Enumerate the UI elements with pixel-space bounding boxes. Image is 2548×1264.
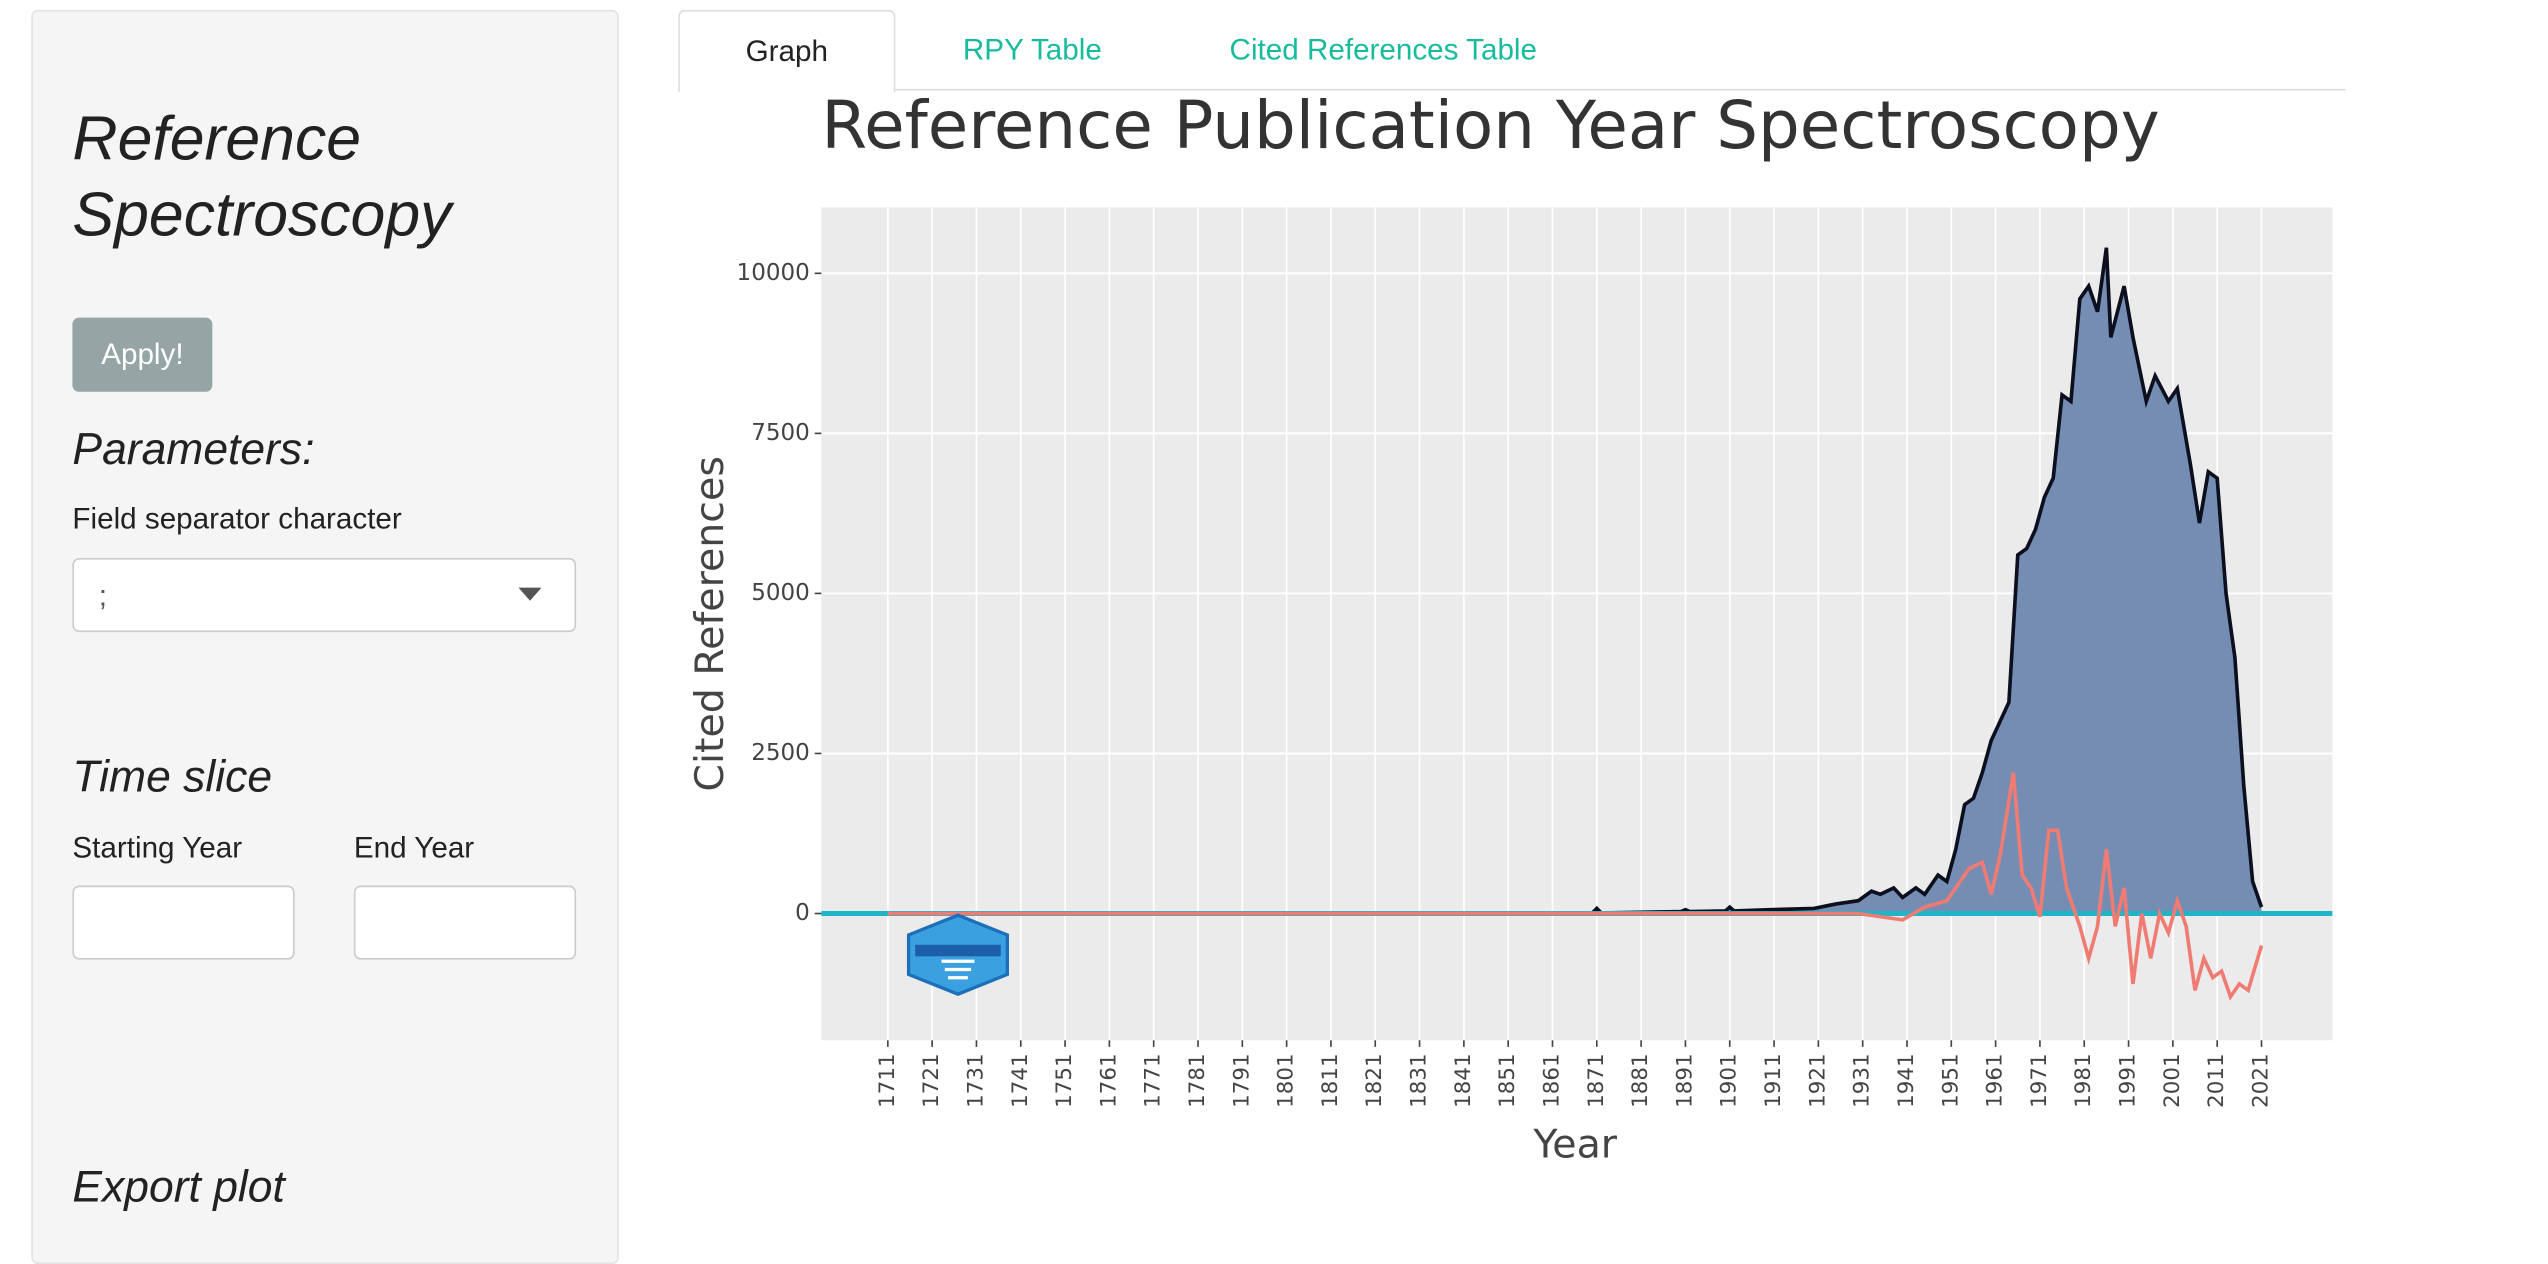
time-slice-heading: Time slice — [72, 752, 273, 802]
line — [887, 772, 2264, 1001]
x-tick-label: 1721 — [919, 1053, 944, 1107]
dropdown-arrow — [518, 587, 542, 601]
y-tick-label: 5000 — [751, 580, 810, 606]
area-outline — [887, 247, 2264, 916]
y-tick-label: 7500 — [751, 420, 810, 446]
x-tick-label: 1841 — [1451, 1053, 1476, 1107]
chart: Reference Publication Year Spectroscopy … — [687, 91, 2333, 1168]
x-tick-label: 1741 — [1008, 1053, 1033, 1107]
x-tick-label: 1901 — [1717, 1053, 1742, 1107]
tab-active[interactable]: Graph — [678, 9, 896, 93]
separator-select[interactable]: ; — [72, 557, 577, 633]
y-tick-label: 10000 — [737, 260, 810, 286]
tab-label: Graph — [745, 34, 828, 68]
x-tick-label: 1791 — [1229, 1053, 1254, 1107]
area — [887, 247, 2262, 914]
x-tick-label: 1811 — [1318, 1053, 1343, 1107]
end-label: End Year — [353, 831, 475, 865]
x-tick-label: 1981 — [2071, 1053, 2096, 1107]
x-tick-label: 1961 — [1983, 1053, 2008, 1107]
end-input[interactable] — [353, 885, 577, 960]
x-tick-label: 1911 — [1761, 1053, 1786, 1107]
x-tick-label: 1921 — [1805, 1053, 1830, 1107]
x-tick-label: 1951 — [1938, 1053, 1963, 1107]
app: Reference Spectroscopy Apply! Parameters… — [31, 9, 2346, 1264]
logo-band — [915, 944, 1001, 957]
x-tick-label: 1781 — [1185, 1053, 1210, 1107]
export-heading: Export plot — [72, 1162, 285, 1212]
tab-border — [678, 88, 2346, 91]
x-tick-label: 1931 — [1850, 1053, 1875, 1107]
y-tick-label: 2500 — [751, 740, 810, 766]
x-tick-label: 1751 — [1052, 1053, 1077, 1107]
separator-label: Field separator character — [72, 502, 402, 535]
x-tick-label: 1761 — [1096, 1053, 1121, 1107]
x-tick-label: 1831 — [1407, 1053, 1432, 1107]
x-tick-label: 2001 — [2160, 1053, 2185, 1107]
sidebar — [31, 9, 619, 1264]
start-input[interactable] — [72, 885, 295, 960]
parameters-heading: Parameters: — [72, 424, 315, 475]
x-tick-label: 1821 — [1362, 1053, 1387, 1107]
apply-button[interactable]: Apply! — [72, 317, 213, 392]
x-tick-label: 1801 — [1274, 1053, 1299, 1107]
x-tick-label: 1891 — [1672, 1053, 1697, 1107]
x-tick-label: 1851 — [1495, 1053, 1520, 1107]
logo — [906, 913, 1009, 996]
x-tick-label: 1871 — [1584, 1053, 1609, 1107]
select-value: ; — [98, 579, 108, 613]
x-tick-label: 1861 — [1539, 1053, 1564, 1107]
y-tick-label: 0 — [795, 900, 810, 926]
x-tick-label: 1881 — [1628, 1053, 1653, 1107]
x-tick-label: 1711 — [875, 1053, 900, 1107]
x-tick-label: 1941 — [1894, 1053, 1919, 1107]
x-tick-label: 1991 — [2116, 1053, 2141, 1107]
chart-title: Reference Publication Year Spectroscopy — [821, 91, 2159, 165]
y-axis-label: Cited References — [687, 456, 733, 791]
tab[interactable]: RPY Table — [962, 32, 1102, 66]
logo-mark — [941, 959, 975, 980]
tab[interactable]: Cited References Table — [1229, 32, 1538, 66]
sidebar-title: Reference Spectroscopy — [72, 105, 452, 251]
x-tick-label: 1971 — [2027, 1053, 2052, 1107]
x-axis-label: Year — [1532, 1122, 1617, 1168]
x-tick-label: 1731 — [963, 1053, 988, 1107]
page: Reference Spectroscopy Apply! Parameters… — [31, 9, 2346, 1264]
start-label: Starting Year — [72, 831, 243, 865]
x-tick-label: 1771 — [1141, 1053, 1166, 1107]
x-tick-label: 2011 — [2204, 1053, 2229, 1107]
x-tick-label: 2021 — [2248, 1053, 2273, 1107]
